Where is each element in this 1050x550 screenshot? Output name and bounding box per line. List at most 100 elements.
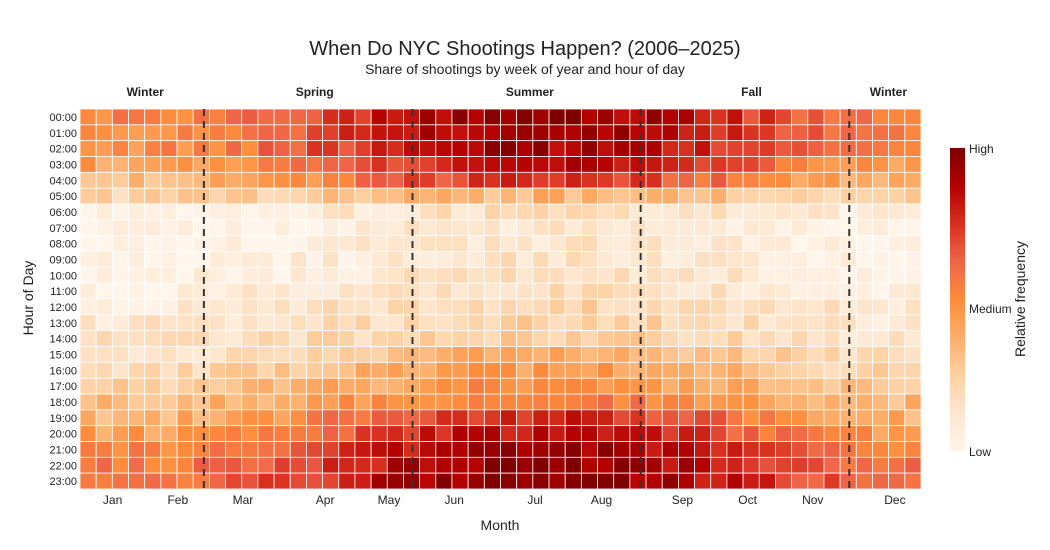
heatmap-cell — [225, 187, 243, 205]
heatmap-cell — [516, 140, 534, 157]
heatmap-cell — [225, 156, 243, 173]
heatmap-cell — [241, 219, 259, 237]
heatmap-cell — [694, 330, 712, 347]
heatmap-cell — [128, 219, 146, 237]
heatmap-cell — [289, 203, 307, 221]
heatmap-cell — [467, 377, 485, 395]
heatmap-cell — [176, 124, 194, 142]
heatmap-cell — [629, 140, 647, 157]
heatmap-cell — [160, 219, 178, 237]
heatmap-cell — [241, 314, 259, 332]
heatmap-cell — [791, 282, 809, 300]
heatmap-cell — [855, 187, 873, 205]
heatmap-cell — [645, 377, 663, 395]
heatmap-cell — [306, 425, 323, 442]
heatmap-cell — [192, 314, 210, 332]
heatmap-cell — [597, 235, 615, 252]
heatmap-cell — [839, 472, 857, 490]
heatmap-cell — [758, 298, 776, 316]
heatmap-cell — [111, 282, 129, 300]
heatmap-cell — [241, 298, 259, 316]
heatmap-cell — [580, 251, 598, 268]
heatmap-cell — [516, 393, 534, 411]
heatmap-cell — [144, 377, 162, 395]
heatmap-cell — [872, 235, 890, 252]
heatmap-cell — [855, 330, 873, 347]
heatmap-cell — [532, 377, 550, 395]
heatmap-cell — [872, 330, 890, 347]
heatmap-cell — [726, 361, 744, 379]
heatmap-cell — [306, 346, 323, 363]
heatmap-cell — [613, 203, 631, 221]
heatmap-cell — [872, 266, 890, 284]
heatmap-cell — [710, 456, 728, 474]
y-tick-label: 12:00 — [49, 302, 77, 314]
heatmap-cell — [726, 140, 744, 157]
heatmap-cell — [839, 219, 857, 237]
heatmap-cell — [645, 314, 663, 332]
heatmap-cell — [370, 314, 388, 332]
x-tick-label: Apr — [316, 493, 335, 507]
heatmap-cell — [500, 409, 518, 427]
chart-subtitle: Share of shootings by week of year and h… — [365, 61, 685, 77]
heatmap-cell — [548, 346, 566, 363]
colorbar-tick-label: High — [969, 142, 994, 156]
heatmap-cell — [95, 472, 113, 490]
heatmap-cell — [564, 171, 582, 189]
colorbar-title: Relative frequency — [1012, 241, 1028, 357]
heatmap-cell — [370, 187, 388, 205]
heatmap-cell — [678, 219, 695, 237]
heatmap-cell — [160, 298, 178, 316]
heatmap-cell — [661, 251, 679, 268]
heatmap-cell — [176, 425, 194, 442]
heatmap-cell — [257, 298, 275, 316]
heatmap-cell — [273, 377, 291, 395]
heatmap-cell — [645, 282, 663, 300]
heatmap-cell — [629, 409, 647, 427]
heatmap-cell — [176, 298, 194, 316]
heatmap-cell — [855, 472, 873, 490]
heatmap-cell — [192, 409, 210, 427]
heatmap-cell — [710, 156, 728, 173]
x-tick-label: Jun — [445, 493, 464, 507]
heatmap-cell — [354, 108, 372, 126]
heatmap-cell — [726, 282, 744, 300]
heatmap-cell — [548, 330, 566, 347]
heatmap-cell — [516, 409, 534, 427]
heatmap-cell — [580, 377, 598, 395]
heatmap-cell — [500, 235, 518, 252]
heatmap-cell — [564, 235, 582, 252]
heatmap-cell — [904, 124, 922, 142]
heatmap-cell — [516, 314, 534, 332]
heatmap-cell — [273, 140, 291, 157]
heatmap-cell — [532, 425, 550, 442]
heatmap-cell — [128, 266, 146, 284]
heatmap-cell — [678, 456, 695, 474]
heatmap-cell — [306, 140, 323, 157]
heatmap-cell — [500, 108, 518, 126]
heatmap-cell — [888, 314, 906, 332]
heatmap-cell — [111, 203, 129, 221]
heatmap-cell — [791, 314, 809, 332]
heatmap-cell — [904, 361, 922, 379]
heatmap-cell — [823, 377, 841, 395]
heatmap-cell — [176, 409, 194, 427]
heatmap-cell — [241, 282, 259, 300]
heatmap-cell — [645, 171, 663, 189]
heatmap-cell — [95, 456, 113, 474]
heatmap-cell — [192, 346, 210, 363]
heatmap-cell — [516, 425, 534, 442]
heatmap-cell — [370, 377, 388, 395]
heatmap-cell — [322, 425, 340, 442]
heatmap-cell — [354, 441, 372, 458]
heatmap-cell — [483, 156, 501, 173]
heatmap-cell — [597, 314, 615, 332]
heatmap-cell — [516, 171, 534, 189]
heatmap-cell — [500, 282, 518, 300]
heatmap-cell — [872, 140, 890, 157]
heatmap-cell — [775, 171, 793, 189]
heatmap-cell — [128, 441, 146, 458]
heatmap-cell — [111, 377, 129, 395]
heatmap-cell — [95, 346, 113, 363]
heatmap-cell — [386, 456, 404, 474]
